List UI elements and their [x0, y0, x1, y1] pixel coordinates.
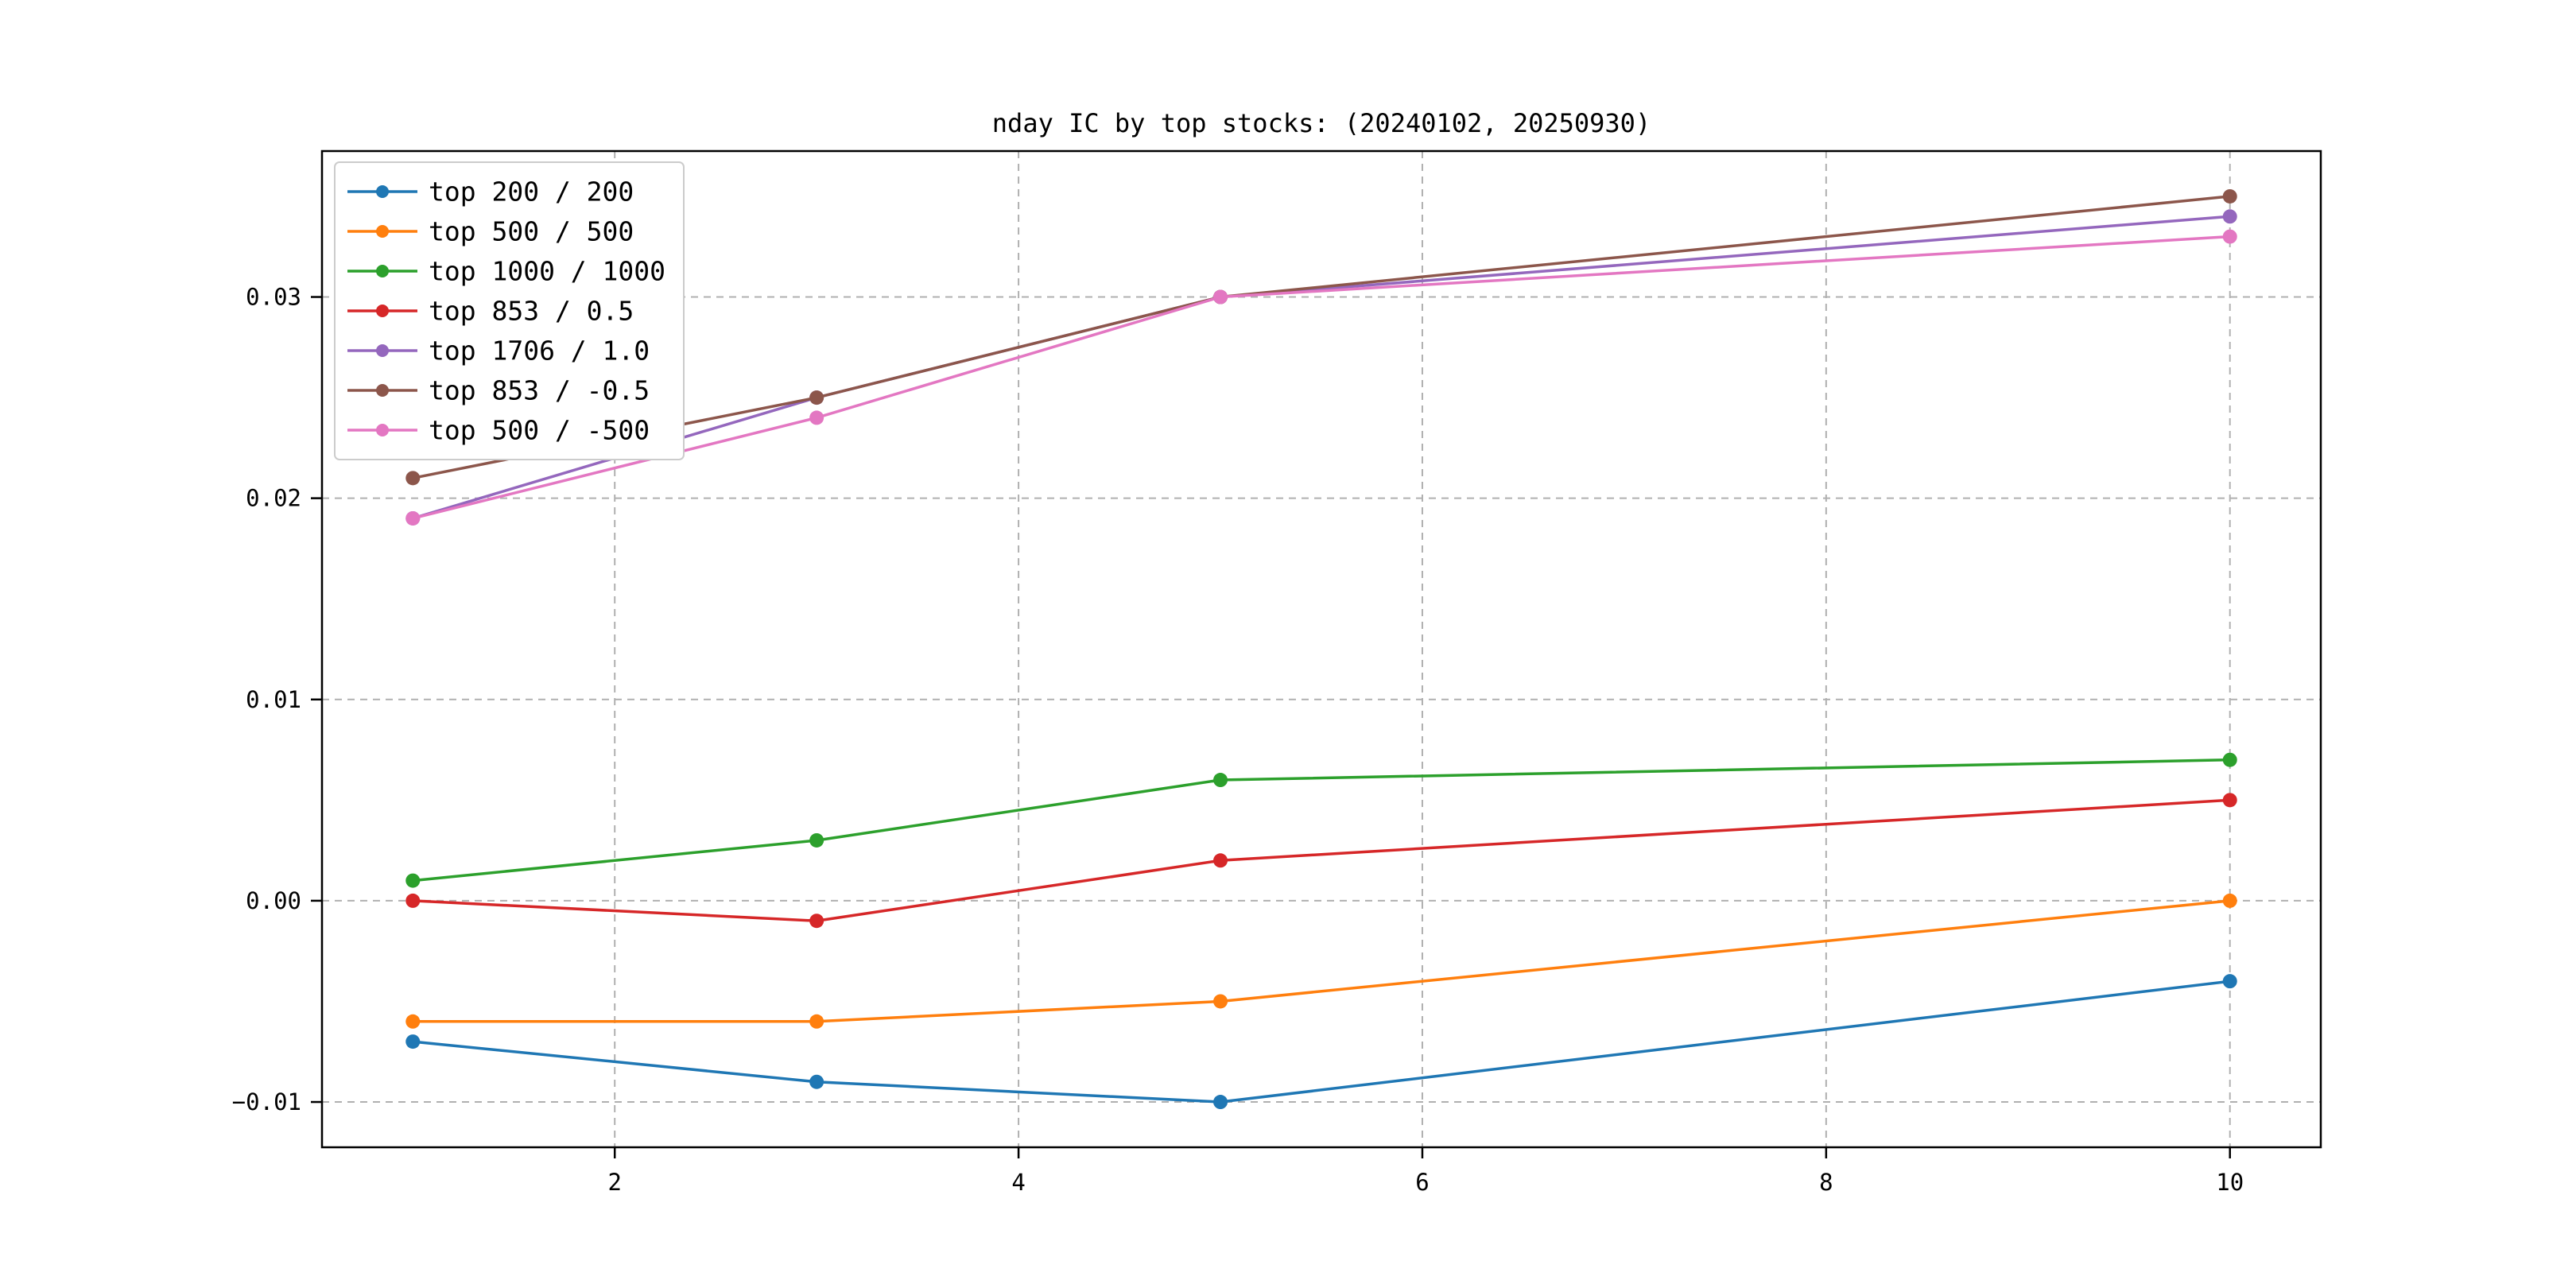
series-marker-top-1000-1000: [405, 873, 421, 888]
legend-sample-marker-top-1000-1000: [376, 265, 389, 277]
y-tick-label: −0.01: [232, 1088, 301, 1115]
series-marker-top-500-500: [809, 1014, 824, 1029]
x-tick-label: 2: [607, 1169, 621, 1196]
legend-sample-marker-top-500-500: [376, 424, 389, 436]
legend-label-top-500-500: top 500 / 500: [429, 216, 634, 247]
legend-sample-marker-top-500-500: [376, 225, 389, 238]
series-marker-top-500-500: [405, 510, 421, 526]
axes-frame: [320, 149, 2322, 1149]
series-marker-top-853-0-5: [809, 390, 824, 405]
x-tick-label: 6: [1415, 1169, 1429, 1196]
series-marker-top-853-0-5: [405, 893, 421, 908]
series-marker-top-853-0-5: [2222, 793, 2237, 808]
series-marker-top-1000-1000: [1213, 773, 1228, 788]
legend-label-top-1706-1-0: top 1706 / 1.0: [429, 336, 650, 367]
series-line-top-500-500: [411, 899, 2232, 1023]
series-line-top-853-0-5: [411, 798, 2232, 922]
legend-sample-marker-top-1706-1-0: [376, 344, 389, 357]
legend-label-top-500-500: top 500 / -500: [429, 415, 650, 446]
series-marker-top-500-500: [2222, 893, 2237, 908]
legend-sample-marker-top-853-0-5: [376, 384, 389, 397]
x-tick-label: 10: [2216, 1169, 2244, 1196]
series-marker-top-1000-1000: [2222, 752, 2237, 767]
series-marker-top-500-500: [809, 410, 824, 425]
series-marker-top-500-500: [1213, 289, 1228, 305]
series-marker-top-853-0-5: [1213, 853, 1228, 868]
series-marker-top-853-0-5: [2222, 188, 2237, 204]
legend-label-top-1000-1000: top 1000 / 1000: [429, 256, 665, 287]
chart-title: nday IC by top stocks: (20240102, 202509…: [992, 108, 1651, 138]
series-line-top-500-500: [411, 235, 2232, 520]
series-line-top-1000-1000: [411, 758, 2232, 883]
legend-label-top-200-200: top 200 / 200: [429, 177, 634, 208]
y-tick-label: 0.03: [246, 284, 301, 311]
series-marker-top-1706-1-0: [2222, 209, 2237, 224]
x-tick-label: 4: [1011, 1169, 1025, 1196]
legend-sample-marker-top-853-0-5: [376, 305, 389, 317]
series-marker-top-1000-1000: [809, 832, 824, 848]
series-marker-top-200-200: [809, 1074, 824, 1089]
series-marker-top-200-200: [2222, 974, 2237, 989]
legend-label-top-853-0-5: top 853 / 0.5: [429, 296, 634, 327]
series-marker-top-500-500: [2222, 229, 2237, 244]
y-tick-label: 0.01: [246, 686, 301, 713]
series-marker-top-200-200: [1213, 1095, 1228, 1110]
series-line-top-1706-1-0: [411, 215, 2232, 520]
series-line-top-200-200: [411, 980, 2232, 1104]
legend-sample-marker-top-200-200: [376, 185, 389, 198]
legend-label-top-853-0-5: top 853 / -0.5: [429, 375, 650, 406]
y-tick-label: 0.00: [246, 887, 301, 914]
series-marker-top-853-0-5: [405, 471, 421, 486]
y-tick-label: 0.02: [246, 485, 301, 512]
series-marker-top-853-0-5: [809, 914, 824, 929]
series-marker-top-200-200: [405, 1034, 421, 1049]
series-marker-top-500-500: [405, 1014, 421, 1029]
series-marker-top-500-500: [1213, 994, 1228, 1009]
x-tick-label: 8: [1819, 1169, 1833, 1196]
legend: [334, 161, 685, 460]
